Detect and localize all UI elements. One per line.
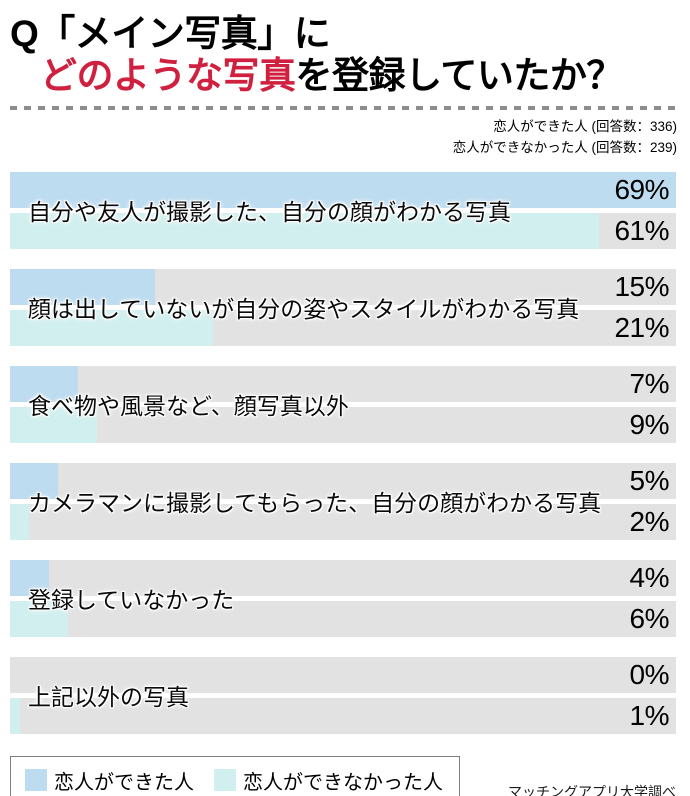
bar-track: 7% [10,365,676,402]
page-title-highlight: どのような写真 [40,55,296,97]
legend-item-with-partner: 恋人ができた人 [25,766,194,795]
bar-value-label: 7% [629,367,670,399]
respondent-note-line1: 恋人ができた人 (回答数：336) [493,119,677,135]
page-title-line1: Q「メイン写真」に [10,13,331,54]
bar-category-label: 顔は出していないが自分の姿やスタイルがわかる写真 [28,296,580,323]
bar-track: 4% [10,559,676,596]
legend: 恋人ができた人 恋人ができなかった人 [10,755,460,796]
bar-value-label: 15% [614,270,669,302]
bar-category-label: カメラマンに撮影してもらった、自分の顔がわかる写真 [28,490,602,517]
bar-track: 5% [10,462,676,499]
bar-fill [10,268,155,305]
bar-category-label: 上記以外の写真 [28,684,189,711]
header: Q「メイン写真」に どのような写真を登録していたか？ [0,0,690,97]
legend-swatch-with-partner [25,769,47,792]
bar-track: 1% [10,697,676,734]
bar-fill [10,212,599,249]
bar-track: 0% [10,656,676,693]
bar-group: 4% 6% 登録していなかった [10,559,676,637]
legend-label-without-partner: 恋人ができなかった人 [243,771,443,794]
bar-track: 21% [10,309,676,346]
chart: 69% 61% 自分や友人が撮影した、自分の顔がわかる写真 15% 21% 顔は出していな… [0,168,690,734]
bar-group: 69% 61% 自分や友人が撮影した、自分の顔がわかる写真 [10,171,676,249]
bar-value-label: 21% [614,311,669,343]
bar-value-label: 69% [614,173,669,205]
bar-group: 5% 2% カメラマンに撮影してもらった、自分の顔がわかる写真 [10,462,676,540]
legend-label-with-partner: 恋人ができた人 [54,771,194,794]
bar-fill [10,171,676,208]
legend-item-without-partner: 恋人ができなかった人 [214,766,443,795]
bar-track: 69% [10,171,676,208]
bar-fill [10,309,213,346]
bar-fill [10,365,78,402]
bar-fill [10,559,49,596]
bar-value-label: 61% [614,214,669,246]
bar-category-label: 食べ物や風景など、顔写真以外 [28,393,349,420]
bar-value-label: 1% [629,699,670,731]
bar-fill [10,406,97,443]
bar-fill [10,697,20,734]
bar-group: 15% 21% 顔は出していないが自分の姿やスタイルがわかる写真 [10,268,676,346]
bar-value-label: 9% [629,408,670,440]
bar-value-label: 4% [629,561,670,593]
bar-category-label: 自分や友人が撮影した、自分の顔がわかる写真 [28,199,511,226]
bar-track: 2% [10,503,676,540]
bar-group: 0% 1% 上記以外の写真 [10,656,676,734]
bar-value-label: 0% [629,658,670,690]
bar-fill [10,600,68,637]
page-title-line2: どのような写真を登録していたか？ [40,55,680,97]
page-title-rest: を登録していたか？ [295,55,624,97]
bar-track: 61% [10,212,676,249]
bar-track: 15% [10,268,676,305]
source-credit: マッチングアプリ大学調べ [508,783,676,796]
respondent-note: 恋人ができた人 (回答数：336) 恋人ができなかった人 (回答数：239) [0,110,690,168]
legend-swatch-without-partner [214,769,236,792]
bar-value-label: 2% [629,505,670,537]
bar-track: 9% [10,406,676,443]
bar-value-label: 6% [629,602,670,634]
bar-value-label: 5% [629,464,670,496]
respondent-note-line2: 恋人ができなかった人 (回答数：239) [452,139,677,155]
bar-fill [10,503,30,540]
bar-fill [10,462,59,499]
dashed-divider [10,106,680,111]
bar-group: 7% 9% 食べ物や風景など、顔写真以外 [10,365,676,443]
bar-track: 6% [10,600,676,637]
bar-category-label: 登録していなかった [28,587,235,614]
footer: 恋人ができた人 恋人ができなかった人 マッチングアプリ大学調べ [0,744,690,796]
